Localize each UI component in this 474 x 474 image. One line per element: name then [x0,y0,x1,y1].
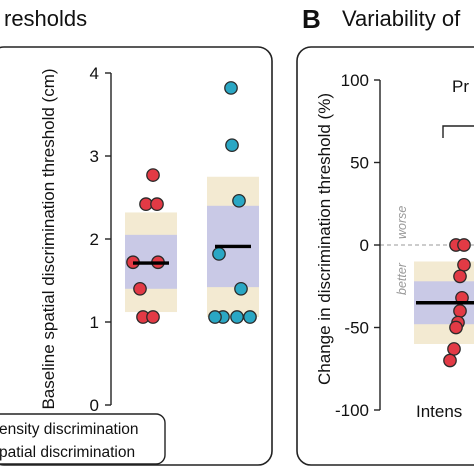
panel-a-y-axis: 0 1 2 3 4 [90,64,112,415]
panel-b-header-fragment: Pr [452,77,469,96]
panel-a-tick-label: 1 [90,313,99,332]
panel-b-tick-label: -50 [344,319,369,338]
panel-a-point [230,310,244,324]
panel-b: B Variability of Pr -100 -50 0 50 100 Change… [296,4,474,466]
legend-item-spatial: patial discrimination [0,444,135,461]
panel-b-point [443,353,457,368]
panel-a-point [212,247,226,261]
panel-a-y-label: Baseline spatial discrimination threshol… [39,68,58,409]
panel-a-tick-label: 0 [90,396,99,415]
panel-a-point [150,197,164,211]
panel-b-point [453,269,467,284]
panel-a-point [224,81,238,95]
panel-a-point [232,193,246,208]
panel-a-point [146,168,160,182]
legend-item-intensity: ensity discrimination [0,421,139,438]
panel-b-points [416,238,474,368]
panel-b-comparison-bracket [442,125,474,138]
panel-b-y-label: Change in discrimination threshold (%) [315,93,334,385]
panel-b-point [453,304,467,318]
panel-a: resholds 0 1 2 3 4 Baseline spatial discrimi… [0,6,273,466]
panel-a-tick-label: 3 [90,147,99,166]
panel-a-point [243,310,257,324]
panel-b-title: Variability of [342,6,461,31]
legend-box [0,413,166,465]
panel-b-tick-label: 100 [341,71,369,90]
panel-a-point [146,310,160,324]
panel-a-point [225,138,239,153]
panel-a-tick-label: 4 [90,64,99,83]
legend: ensity discrimination patial discriminat… [0,413,166,465]
panel-b-category-fragment: Intens [416,402,462,421]
panel-b-point [449,320,463,335]
panel-b-y-axis: -100 -50 0 50 100 [335,71,381,420]
panel-a-point [133,281,147,296]
panel-b-tick-label: 0 [360,236,369,255]
panel-b-point [457,238,471,252]
panel-a-title: resholds [4,6,87,31]
annotation-better: better [395,262,409,295]
panel-b-letter: B [302,4,321,34]
panel-b-frame [296,46,474,466]
panel-a-point [208,310,222,324]
panel-b-tick-label: 50 [350,154,369,173]
panel-a-point [234,281,248,296]
panel-b-point [447,342,461,356]
panel-a-points [126,81,257,324]
panel-a-tick-label: 2 [90,230,99,249]
panel-b-point [457,257,471,272]
panel-b-tick-label: -100 [335,401,369,420]
annotation-worse: worse [395,206,409,239]
panel-a-frame [0,46,273,466]
